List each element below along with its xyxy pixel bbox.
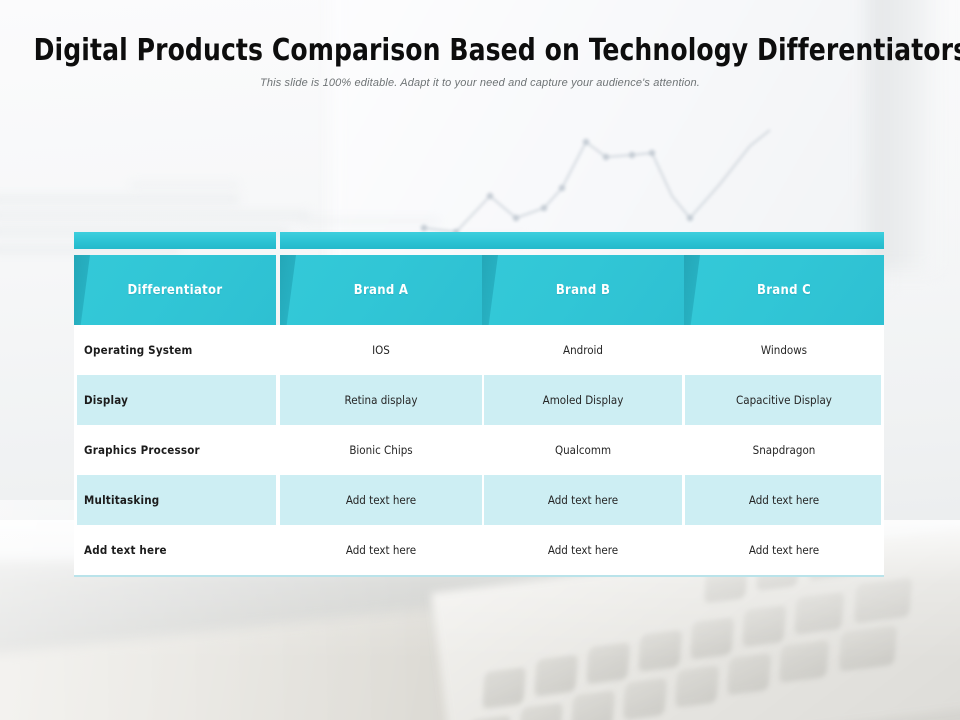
row-tint-block	[484, 475, 682, 525]
row-value-cell: Qualcomm	[554, 443, 612, 457]
column-header-label: Brand B	[555, 282, 611, 298]
row-value-cell: Bionic Chips	[349, 443, 413, 457]
row-value-cell: Add text here	[748, 493, 820, 507]
row-value-cell: Capacitive Display	[736, 393, 832, 407]
row-tint-block	[280, 375, 482, 425]
row-tint-block	[280, 475, 482, 525]
background-ghost-text	[0, 196, 240, 203]
row-value-cell: Add text here	[547, 543, 619, 557]
table-header-cell-brand-b[interactable]: Brand B	[482, 232, 684, 325]
header-cap-strip	[482, 232, 684, 249]
column-header-label: Brand A	[353, 282, 409, 298]
row-value-cell: Amoled Display	[542, 393, 624, 407]
row-value-cell: Add text here	[345, 493, 417, 507]
row-value-cell: Add text here	[748, 543, 820, 557]
row-value-cell: IOS	[372, 343, 390, 357]
table-header-cell-brand-c[interactable]: Brand C	[684, 232, 884, 325]
row-value-cell: Android	[563, 343, 603, 357]
table-header-row: Differentiator Brand A Brand B	[74, 232, 884, 325]
column-header-label: Differentiator	[127, 282, 223, 298]
background-screen-edge	[868, 0, 938, 270]
header-cap-strip	[74, 232, 276, 249]
table-header-cell-brand-a[interactable]: Brand A	[280, 232, 482, 325]
background-ghost-text	[130, 182, 240, 188]
row-label-cell: Display	[84, 393, 129, 407]
row-label-cell: Add text here	[84, 543, 167, 557]
row-label-cell: Multitasking	[84, 493, 160, 507]
background-ghost-text	[0, 212, 310, 219]
row-label-cell: Graphics Processor	[84, 443, 200, 457]
banner-fold-icon	[482, 255, 498, 325]
table-row[interactable]: Display Retina display Amoled Display Ca…	[74, 375, 884, 425]
table-row[interactable]: Multitasking Add text here Add text here…	[74, 475, 884, 525]
page-title: Digital Products Comparison Based on Tec…	[33, 33, 960, 68]
column-header-label: Brand C	[756, 282, 812, 298]
row-tint-block	[77, 375, 276, 425]
header-banner: Differentiator	[74, 255, 276, 325]
banner-fold-icon	[280, 255, 296, 325]
header-banner: Brand A	[280, 255, 482, 325]
comparison-table: Differentiator Brand A Brand B	[74, 232, 884, 577]
row-value-cell: Windows	[760, 343, 808, 357]
table-row[interactable]: Graphics Processor Bionic Chips Qualcomm…	[74, 425, 884, 475]
banner-fold-icon	[684, 255, 700, 325]
background-ghost-text	[0, 228, 290, 235]
table-row[interactable]: Add text here Add text here Add text her…	[74, 525, 884, 575]
row-value-cell: Add text here	[547, 493, 619, 507]
row-value-cell: Add text here	[345, 543, 417, 557]
table-row[interactable]: Operating System IOS Android Windows	[74, 325, 884, 375]
row-value-cell: Snapdragon	[752, 443, 816, 457]
row-tint-block	[484, 375, 682, 425]
row-tint-block	[77, 475, 276, 525]
header-banner: Brand C	[684, 255, 884, 325]
row-value-cell: Retina display	[344, 393, 418, 407]
header-banner: Brand B	[482, 255, 684, 325]
row-tint-block	[685, 475, 881, 525]
page-subtitle: This slide is 100% editable. Adapt it to…	[259, 77, 701, 89]
table-header-cell-differentiator[interactable]: Differentiator	[74, 232, 276, 325]
header-cap-strip	[684, 232, 884, 249]
banner-fold-icon	[74, 255, 90, 325]
background-ghost-text	[300, 218, 440, 224]
row-label-cell: Operating System	[84, 343, 193, 357]
header-cap-strip	[280, 232, 482, 249]
background-line-chart-icon	[420, 129, 771, 236]
table-body: Operating System IOS Android Windows Dis…	[74, 325, 884, 577]
background-ghost-text	[0, 246, 180, 253]
slide-heading-block: Digital Products Comparison Based on Tec…	[0, 32, 960, 89]
row-tint-block	[685, 375, 881, 425]
